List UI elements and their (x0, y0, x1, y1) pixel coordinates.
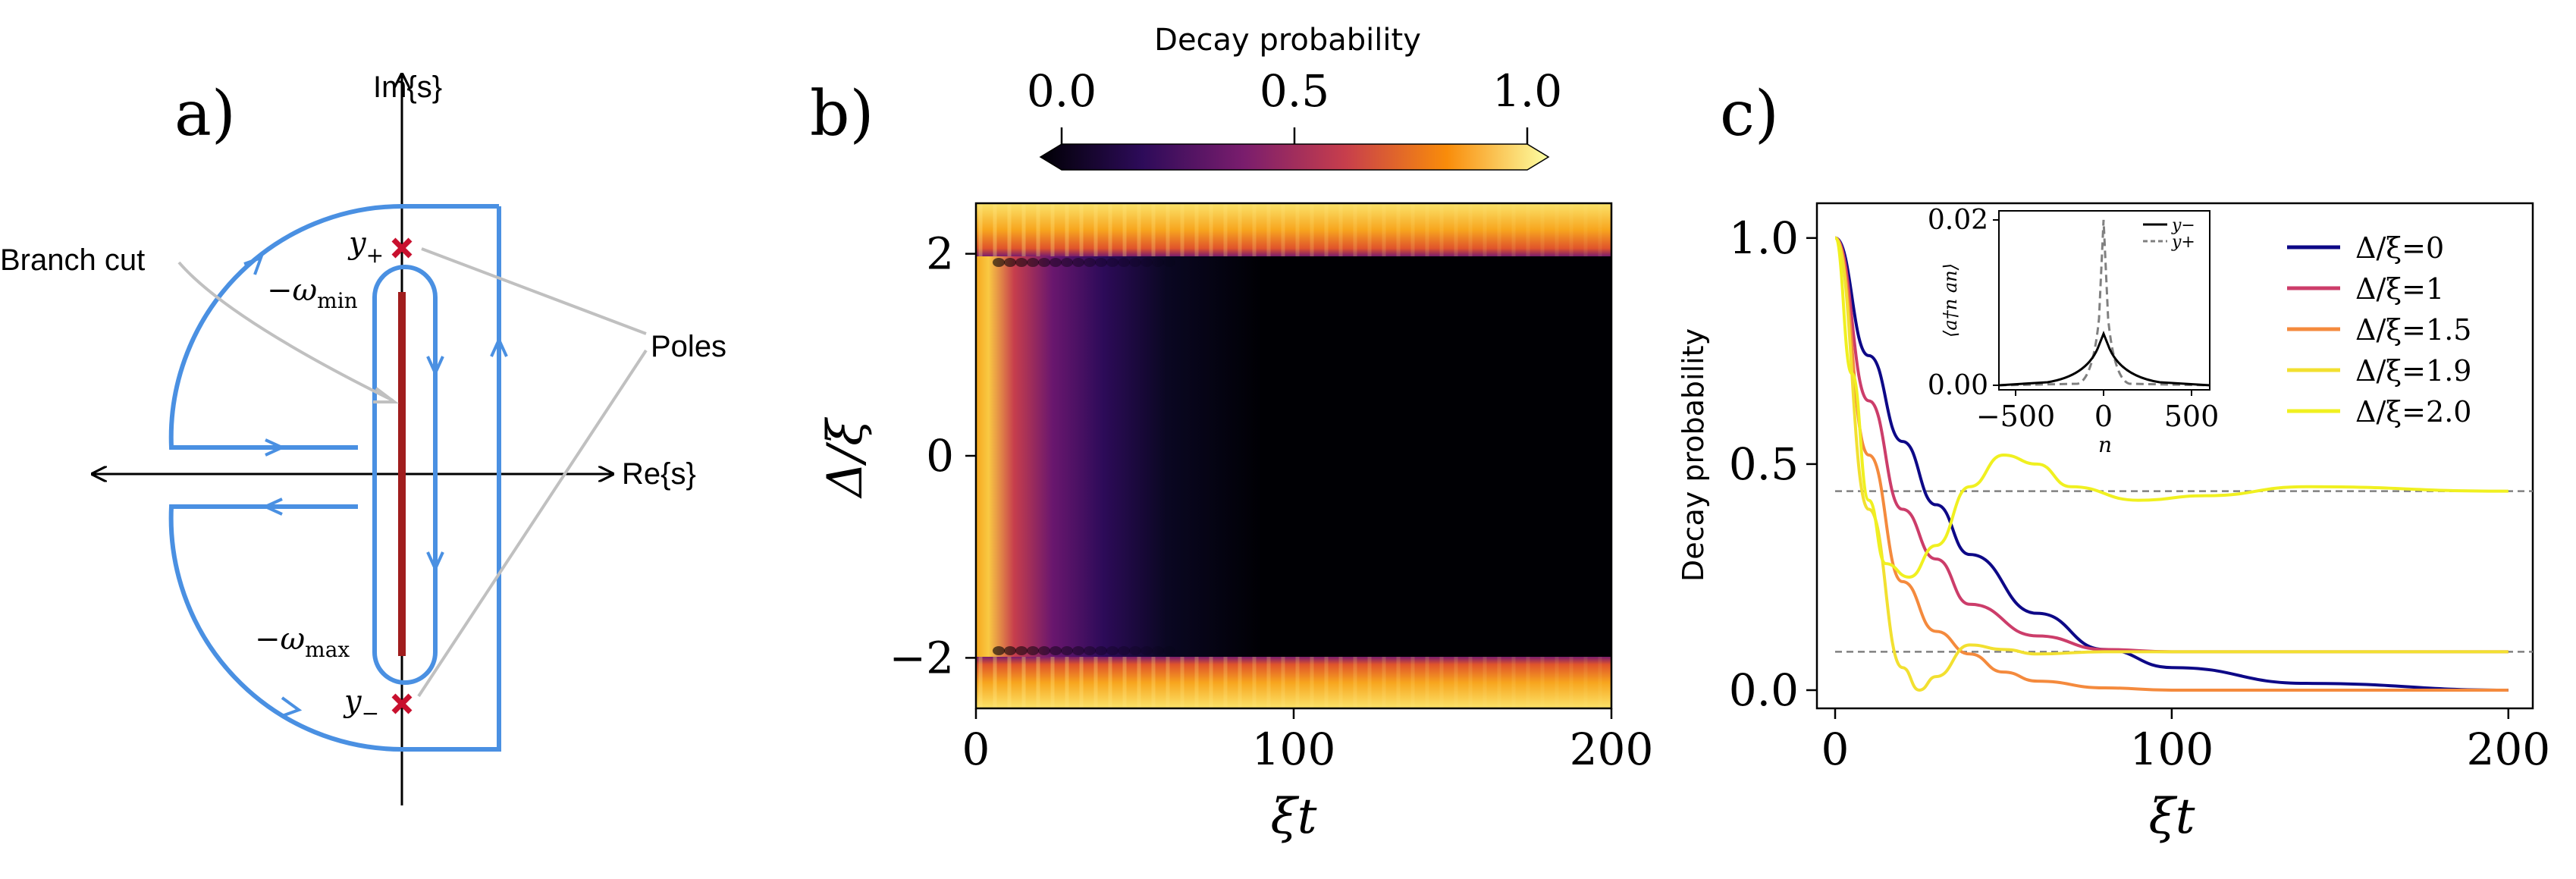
line-chart-ylabel: Decay probability (1677, 328, 1710, 582)
colorbar-ticks: 0.0 0.5 1.0 (1027, 65, 1562, 144)
inset-y-minus-curve (1998, 330, 2210, 387)
inset: −500 0 500 0.02 0.00 ⟨a†n an⟩ n y−y+ (1928, 205, 2219, 457)
series-line-2 (1834, 236, 2509, 692)
line-chart-xlabel: ξt (2149, 789, 2195, 845)
integration-contour (168, 206, 501, 752)
line-chart-ytick-label: 1.0 (1729, 212, 1799, 264)
heatmap-xlabel: ξt (1271, 789, 1317, 845)
legend-label: Δ/ξ=0 (2355, 231, 2444, 265)
inset-xlabel: n (2098, 432, 2112, 457)
inset-ytick-label: 0.00 (1928, 370, 1988, 401)
contour-arrow-icon (265, 438, 286, 457)
heatmap-ylabel: Δ/ξ (817, 417, 874, 500)
panel-a: a) Im{s} Re{s} y+ y− −ωmin −ωmax Bran (0, 71, 726, 805)
heatmap-xtick-label: 100 (1252, 724, 1336, 775)
pole-y-minus-icon (391, 693, 413, 714)
panel-c: c) 0 100 200 1.0 0.5 0.0 Decay probability ξt… (1677, 78, 2550, 845)
colorbar-tick-label: 0.5 (1260, 65, 1329, 117)
plot-frame (1815, 202, 2534, 710)
inset-ylabel: ⟨a†n an⟩ (1940, 263, 1961, 337)
inset-legend-label: y+ (2171, 233, 2195, 252)
line-chart-xtick-label: 100 (2130, 724, 2214, 775)
poles-pointer-lower (417, 349, 648, 698)
omega-max-label: −ωmax (255, 622, 350, 662)
integration-contour-upper (168, 204, 499, 450)
y-plus-label: y+ (347, 226, 384, 268)
branch-cut-pointer (177, 261, 394, 402)
inset-y-plus-curve (1998, 219, 2210, 387)
line-chart-xtick-label: 0 (1821, 724, 1850, 775)
contour-arrow-icon (281, 696, 303, 717)
poles-pointer-upper (421, 247, 647, 335)
colorbar (1039, 143, 1550, 171)
legend-label: Δ/ξ=1.9 (2355, 354, 2471, 388)
legend: Δ/ξ=0 Δ/ξ=1 Δ/ξ=1.5 Δ/ξ=1.9 Δ/ξ=2.0 (2287, 231, 2471, 429)
heatmap-xtick-label: 0 (962, 724, 990, 775)
branch-cut-loop (372, 265, 438, 685)
heatmap-ytick-label: 0 (926, 430, 954, 482)
line-chart-xtick-label: 200 (2466, 724, 2550, 775)
series-line-4 (1834, 236, 2509, 579)
heatmap-ytick-label: 2 (926, 228, 954, 280)
panel-c-label: c) (1720, 78, 1779, 150)
line-chart-ytick-label: 0.5 (1729, 438, 1799, 490)
heatmap-ytick-label: −2 (890, 632, 955, 683)
im-axis-label: Im{s} (373, 71, 442, 104)
inset-legend-label: y− (2171, 216, 2195, 235)
inset-xtick-label: −500 (1976, 400, 2055, 433)
colorbar-tick-label: 0.0 (1027, 65, 1097, 117)
legend-label: Δ/ξ=2.0 (2355, 395, 2471, 429)
y-minus-label: y− (343, 684, 379, 726)
contour-arrow-icon (262, 498, 283, 516)
branch-cut-pointer-head (373, 387, 399, 403)
legend-label: Δ/ξ=1.5 (2355, 313, 2471, 347)
colorbar-title: Decay probability (1154, 23, 1421, 58)
heatmap-xtick-label: 200 (1570, 724, 1654, 775)
omega-min-label: −ωmin (267, 273, 358, 313)
contour-arrow-icon (243, 255, 264, 275)
colorbar-tick-label: 1.0 (1492, 65, 1562, 117)
panel-a-label: a) (174, 78, 236, 150)
poles-label: Poles (651, 330, 726, 363)
panel-b: b) Decay probability 0.0 0.5 1.0 0 100 200 2 0… (810, 23, 1653, 845)
inset-ytick-label: 0.02 (1928, 205, 1988, 236)
re-axis-label: Re{s} (622, 457, 696, 491)
series-line-0 (1834, 236, 2509, 692)
pole-y-plus-icon (391, 237, 413, 259)
line-chart-ytick-label: 0.0 (1729, 664, 1799, 716)
branch-cut-label: Branch cut (0, 243, 145, 277)
contour-arrow-icon (426, 356, 444, 377)
panel-b-label: b) (810, 78, 874, 150)
legend-label: Δ/ξ=1 (2355, 272, 2444, 306)
contour-arrow-icon (426, 551, 444, 573)
inset-xtick-label: 500 (2164, 400, 2220, 433)
inset-xtick-label: 0 (2094, 400, 2113, 433)
series-line-3 (1834, 236, 2509, 692)
contour-arrow-icon (490, 336, 508, 357)
heatmap (974, 202, 1613, 710)
